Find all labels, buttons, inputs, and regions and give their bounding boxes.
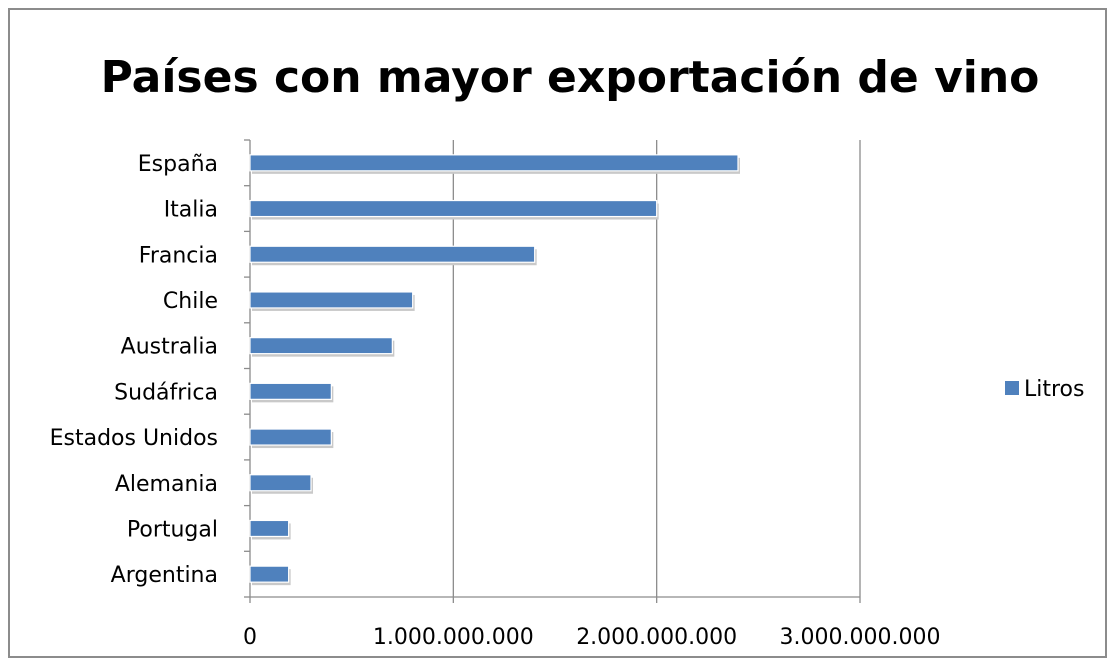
bar: [249, 382, 332, 400]
category-label: Sudáfrica: [114, 380, 218, 405]
bar: [249, 565, 290, 583]
bar: [249, 154, 739, 172]
x-tick-label: 3.000.000.000: [780, 625, 941, 650]
bar: [249, 519, 290, 538]
bar: [249, 291, 414, 309]
chart-title: Países con mayor exportación de vino: [101, 52, 1040, 103]
category-label: Francia: [139, 243, 218, 268]
category-label: Estados Unidos: [50, 426, 218, 451]
category-labels: España Italia Francia Chile Australia Sudáfri…: [50, 152, 218, 588]
legend: Litros: [1005, 377, 1084, 402]
bars: [249, 154, 740, 586]
legend-label: Litros: [1024, 377, 1084, 402]
category-label: Australia: [121, 335, 218, 360]
x-tick-label: 1.000.000.000: [373, 625, 534, 650]
legend-swatch: [1005, 381, 1019, 395]
category-label: Portugal: [127, 517, 218, 542]
x-tick-label: 2.000.000.000: [576, 625, 737, 650]
x-tick-labels: 0 1.000.000.000 2.000.000.000 3.000.000.000: [243, 625, 940, 650]
x-tick-label: 0: [243, 625, 257, 650]
bar: [249, 428, 332, 446]
category-label: Alemania: [115, 472, 218, 497]
bar: [249, 245, 536, 263]
category-label: España: [138, 152, 218, 177]
bar: [249, 474, 312, 492]
category-label: Chile: [163, 289, 218, 314]
category-label: Argentina: [111, 563, 218, 588]
bar: [249, 337, 393, 355]
category-label: Italia: [164, 198, 218, 223]
chart-frame: [8, 8, 1107, 658]
bar: [249, 199, 658, 218]
